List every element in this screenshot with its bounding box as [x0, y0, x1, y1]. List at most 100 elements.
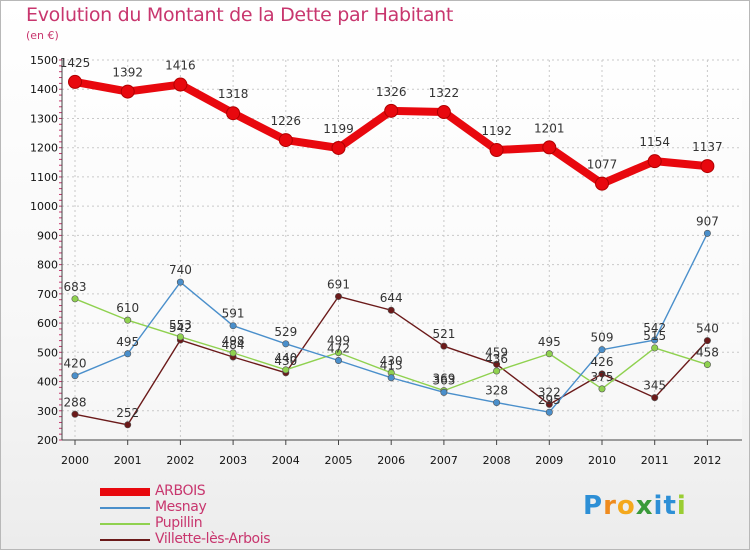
logo-letter: i [653, 491, 664, 521]
data-label: 430 [380, 354, 403, 368]
y-tick-label: 1000 [30, 200, 58, 213]
x-tick-label: 2009 [535, 454, 563, 467]
x-tick-label: 2010 [588, 454, 616, 467]
data-point [436, 105, 451, 120]
x-tick-label: 2006 [377, 454, 405, 467]
data-label: 495 [116, 335, 139, 349]
data-label: 345 [643, 379, 666, 393]
data-label: 610 [116, 301, 139, 315]
data-label: 252 [116, 406, 139, 420]
data-label: 459 [485, 345, 508, 359]
y-tick-label: 900 [37, 229, 58, 242]
data-label: 907 [696, 214, 719, 228]
y-tick-label: 1200 [30, 142, 58, 155]
logo-letter: P [583, 491, 604, 521]
legend-label: Villette-lès-Arbois [155, 531, 271, 547]
data-point [545, 408, 553, 416]
legend-label: ARBOIS [155, 483, 206, 499]
data-point [595, 176, 609, 191]
x-tick-label: 2000 [61, 454, 89, 467]
data-label: 436 [485, 352, 508, 366]
x-tick-label: 2012 [693, 454, 721, 467]
data-point [124, 316, 132, 324]
data-point [124, 421, 132, 429]
data-label: 691 [327, 277, 350, 291]
data-point [598, 346, 606, 354]
data-label: 553 [169, 318, 192, 332]
data-label: 1199 [323, 122, 354, 136]
legend-label: Mesnay [155, 499, 207, 515]
data-point [700, 159, 715, 174]
data-point [173, 77, 188, 92]
logo-letter: i [676, 491, 687, 521]
data-point [71, 295, 79, 303]
y-tick-label: 600 [37, 317, 58, 330]
data-point [387, 374, 395, 382]
data-label: 426 [591, 355, 614, 369]
data-label: 1137 [692, 140, 723, 154]
data-point [278, 133, 293, 148]
y-tick-label: 700 [37, 288, 58, 301]
data-point [334, 349, 342, 357]
data-point [489, 143, 504, 158]
data-label: 413 [380, 359, 403, 373]
legend-swatch [100, 539, 150, 541]
data-point [176, 333, 184, 341]
data-label: 542 [169, 321, 192, 335]
data-point [71, 410, 79, 418]
y-tick-label: 1300 [30, 112, 58, 125]
data-point [334, 292, 342, 300]
y-tick-label: 1500 [30, 54, 58, 67]
data-point [331, 140, 346, 155]
x-tick-label: 2002 [166, 454, 194, 467]
data-label: 484 [222, 338, 245, 352]
data-point [387, 306, 395, 314]
logo-letter: o [616, 491, 636, 521]
logo-letter: r [603, 491, 617, 521]
data-label: 644 [380, 291, 403, 305]
data-label: 542 [643, 321, 666, 335]
data-point [282, 340, 290, 348]
x-tick-label: 2004 [272, 454, 300, 467]
data-label: 458 [696, 346, 719, 360]
data-label: 1192 [481, 124, 512, 138]
data-label: 440 [274, 351, 297, 365]
data-label: 1326 [376, 85, 407, 99]
data-label: 1154 [639, 135, 670, 149]
data-label: 1322 [429, 86, 460, 100]
data-point [703, 229, 711, 237]
data-label: 1226 [271, 114, 302, 128]
data-point [493, 367, 501, 375]
data-point [384, 103, 399, 118]
data-label: 499 [327, 334, 350, 348]
data-point [703, 361, 711, 369]
x-tick-label: 2011 [641, 454, 669, 467]
data-point [124, 350, 132, 358]
data-point [226, 106, 241, 121]
plot-area [62, 60, 742, 440]
data-point [598, 385, 606, 393]
proxiti-logo: Proxiti [583, 491, 687, 521]
data-point [493, 360, 501, 368]
y-tick-label: 200 [37, 434, 58, 447]
data-label: 521 [432, 327, 455, 341]
data-label: 1201 [534, 121, 565, 135]
data-label: 375 [591, 370, 614, 384]
data-point [545, 400, 553, 408]
logo-letter: t [663, 491, 677, 521]
data-point [334, 356, 342, 364]
data-label: 529 [274, 325, 297, 339]
data-label: 1077 [587, 158, 618, 172]
data-point [71, 372, 79, 380]
x-tick-label: 2005 [325, 454, 353, 467]
data-label: 295 [538, 393, 561, 407]
data-point [440, 388, 448, 396]
data-point [647, 154, 662, 169]
data-point [68, 74, 82, 89]
x-tick-label: 2003 [219, 454, 247, 467]
y-tick-label: 1400 [30, 83, 58, 96]
y-tick-label: 1100 [30, 171, 58, 184]
data-point [120, 84, 135, 99]
data-point [651, 336, 659, 344]
